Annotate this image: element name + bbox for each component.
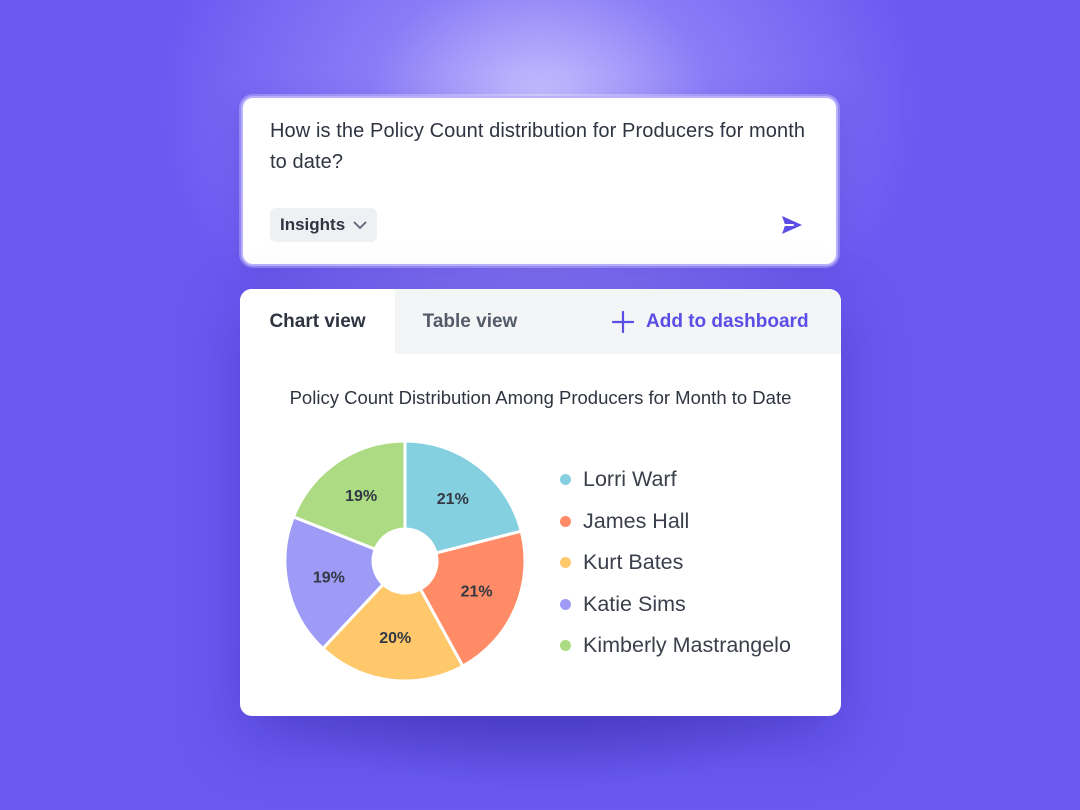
question-input[interactable]: How is the Policy Count distribution for… [270, 120, 806, 173]
insights-dropdown-label: Insights [280, 215, 346, 234]
add-to-dashboard-button[interactable]: Add to dashboard [612, 289, 809, 354]
view-tabs: Chart view Table view Add to dashboard [240, 289, 841, 354]
send-icon [782, 216, 802, 234]
chart-title: Policy Count Distribution Among Producer… [289, 387, 792, 408]
legend-label-4: Kimberly Mastrangelo [583, 633, 791, 658]
add-to-dashboard-label: Add to dashboard [646, 310, 809, 332]
legend-dot-4 [560, 640, 571, 652]
legend-dot-1 [560, 515, 571, 527]
legend-item-0[interactable]: Lorri Warf [560, 459, 791, 501]
insights-dropdown[interactable]: Insights [270, 208, 378, 242]
pie-slice-label-0: 21% [437, 491, 469, 508]
plus-icon [612, 310, 634, 333]
legend-label-3: Katie Sims [583, 591, 686, 616]
tab-chart-view[interactable]: Chart view [240, 289, 395, 354]
legend-label-2: Kurt Bates [583, 550, 684, 575]
legend-item-1[interactable]: James Hall [560, 501, 791, 543]
pie-slice-label-4: 19% [345, 488, 377, 505]
legend-item-3[interactable]: Katie Sims [560, 584, 791, 626]
legend-dot-0 [560, 474, 571, 486]
tab-table-view[interactable]: Table view [422, 310, 518, 332]
pie-slice-0[interactable] [403, 439, 524, 555]
pie-slice-label-2: 20% [379, 630, 411, 647]
legend-label-1: James Hall [583, 508, 690, 533]
pie-slice-label-3: 19% [313, 570, 345, 587]
legend-dot-2 [560, 557, 571, 569]
prompt-card: How is the Policy Count distribution for… [241, 96, 838, 266]
result-card: Chart view Table view Add to dashboard P… [240, 289, 841, 716]
pie-slice-3[interactable] [283, 514, 386, 651]
pie-slice-label-1: 21% [461, 583, 493, 600]
chevron-down-icon [353, 221, 367, 229]
legend-label-0: Lorri Warf [583, 467, 677, 492]
send-button[interactable] [777, 210, 807, 240]
legend-dot-3 [560, 598, 571, 610]
chart-legend: Lorri Warf James Hall Kurt Bates Katie Sims… [560, 459, 791, 667]
pie-chart: 21% 21% 20% 19% 19% [283, 439, 527, 683]
pie-slice-4[interactable] [291, 439, 407, 552]
pie-slice-2[interactable] [320, 582, 465, 683]
pie-slice-1[interactable] [418, 529, 527, 669]
legend-item-4[interactable]: Kimberly Mastrangelo [560, 625, 791, 667]
legend-item-2[interactable]: Kurt Bates [560, 542, 791, 584]
